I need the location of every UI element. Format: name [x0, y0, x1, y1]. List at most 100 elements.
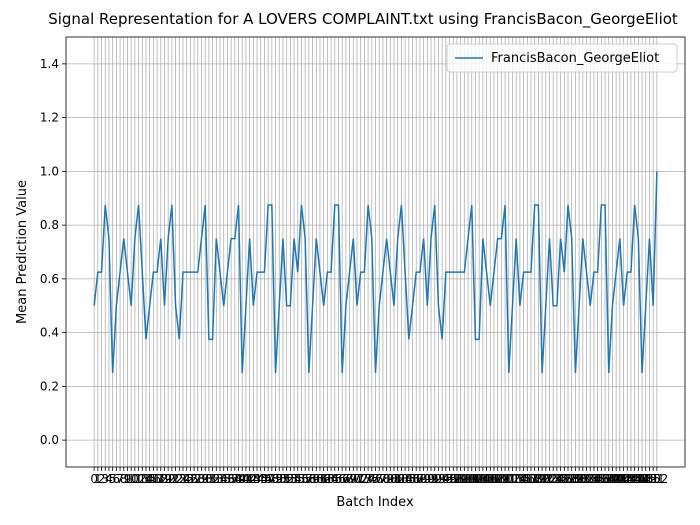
y-tick-label: 0.2 — [40, 379, 59, 393]
legend-label: FrancisBacon_GeorgeEliot — [491, 51, 659, 66]
y-tick-label: 0.0 — [40, 433, 59, 447]
x-tick-label: 117 — [516, 472, 539, 486]
x-tick-label: 56 — [294, 472, 309, 486]
x-tick-label: 80 — [383, 472, 398, 486]
x-tick-label: 125 — [545, 472, 568, 486]
x-tick-label: 121 — [531, 472, 554, 486]
x-tick-label: 132 — [571, 472, 594, 486]
y-tick-label: 1.2 — [40, 111, 59, 125]
x-tick-label: 72 — [353, 472, 368, 486]
x-tick-label: 112 — [497, 472, 520, 486]
x-tick-label: 114 — [505, 472, 528, 486]
legend: FrancisBacon_GeorgeEliot — [446, 43, 678, 73]
x-tick-label: 43 — [246, 472, 261, 486]
x-tick-label: 136 — [586, 472, 609, 486]
x-tick-label: 74 — [360, 472, 375, 486]
x-tick-label: 128 — [557, 472, 580, 486]
y-tick-label: 0.6 — [40, 272, 59, 286]
x-tick-label: 152 — [645, 472, 668, 486]
x-tick-label: 101 — [457, 472, 480, 486]
x-tick-label: 35 — [216, 472, 231, 486]
x-tick-label: 119 — [523, 472, 546, 486]
x-tick-label: 62 — [316, 472, 331, 486]
x-tick-label: 27 — [186, 472, 201, 486]
x-axis-label: Batch Index — [336, 495, 414, 510]
plot-frame — [65, 36, 686, 468]
x-tick-label: 138 — [594, 472, 617, 486]
x-tick-label: 124 — [542, 472, 565, 486]
x-tick-label: 25 — [179, 472, 194, 486]
x-tick-label: 8 — [120, 472, 128, 486]
x-tick-label: 127 — [553, 472, 576, 486]
x-tick-label: 135 — [582, 472, 605, 486]
x-tick-label: 100 — [453, 472, 476, 486]
x-tick-label: 54 — [286, 472, 301, 486]
x-tick-label: 107 — [479, 472, 502, 486]
x-tick-label: 19 — [157, 472, 172, 486]
x-tick-label: 99 — [453, 472, 468, 486]
x-tick-label: 113 — [501, 472, 524, 486]
x-tick-label: 84 — [397, 472, 412, 486]
y-tick-label: 1.0 — [40, 164, 59, 178]
x-tick-label: 137 — [590, 472, 613, 486]
x-tick-label: 108 — [483, 472, 506, 486]
x-tick-label: 68 — [338, 472, 353, 486]
x-tick-label: 102 — [460, 472, 483, 486]
legend-box — [446, 43, 678, 73]
x-tick-label: 13 — [135, 472, 150, 486]
x-tick-label: 66 — [331, 472, 346, 486]
x-tick-label: 104 — [468, 472, 491, 486]
x-tick-label: 115 — [508, 472, 531, 486]
x-tick-label: 21 — [164, 472, 179, 486]
y-tick-label: 0.4 — [40, 326, 59, 340]
x-tick-label: 55 — [290, 472, 305, 486]
x-tick-label: 109 — [486, 472, 509, 486]
x-tick-label: 86 — [405, 472, 420, 486]
x-tick-label: 78 — [375, 472, 390, 486]
x-tick-label: 30 — [198, 472, 213, 486]
x-tick-label: 18 — [153, 472, 168, 486]
x-tick-label: 34 — [212, 472, 227, 486]
x-tick-label: 146 — [623, 472, 646, 486]
x-tick-label: 67 — [335, 472, 350, 486]
x-tick-label: 2 — [98, 472, 106, 486]
x-tick-label: 133 — [575, 472, 598, 486]
x-tick-label: 4 — [105, 472, 113, 486]
x-tick-label: 7 — [116, 472, 124, 486]
x-tick-label: 89 — [416, 472, 431, 486]
x-tick-label: 151 — [642, 472, 665, 486]
x-tick-label: 57 — [298, 472, 313, 486]
x-tick-label: 65 — [327, 472, 342, 486]
x-tick-label: 83 — [394, 472, 409, 486]
x-tick-label: 17 — [149, 472, 164, 486]
x-tick-label: 144 — [616, 472, 639, 486]
x-tick-label: 77 — [372, 472, 387, 486]
x-tick-label: 111 — [494, 472, 517, 486]
x-tick-label: 32 — [205, 472, 220, 486]
x-tick-label: 1 — [94, 472, 102, 486]
x-tick-label: 92 — [427, 472, 442, 486]
x-tick-label: 20 — [161, 472, 176, 486]
x-tick-label: 51 — [275, 472, 290, 486]
x-tick-label: 63 — [320, 472, 335, 486]
x-tick-label: 11 — [127, 472, 142, 486]
x-tick-label: 50 — [272, 472, 287, 486]
x-tick-label: 130 — [564, 472, 587, 486]
x-tick-label: 129 — [560, 472, 583, 486]
x-tick-label: 143 — [612, 472, 635, 486]
x-tick-label: 24 — [175, 472, 190, 486]
x-tick-label: 38 — [227, 472, 242, 486]
x-tick-label: 46 — [257, 472, 272, 486]
y-tick-label: 1.4 — [40, 57, 59, 71]
x-tick-label: 49 — [268, 472, 283, 486]
x-tick-label: 142 — [608, 472, 631, 486]
x-tick-label: 116 — [512, 472, 535, 486]
x-tick-label: 26 — [183, 472, 198, 486]
x-tick-label: 141 — [605, 472, 628, 486]
x-tick-label: 94 — [434, 472, 449, 486]
x-tick-label: 139 — [597, 472, 620, 486]
x-tick-label: 15 — [142, 472, 157, 486]
x-tick-label: 82 — [390, 472, 405, 486]
